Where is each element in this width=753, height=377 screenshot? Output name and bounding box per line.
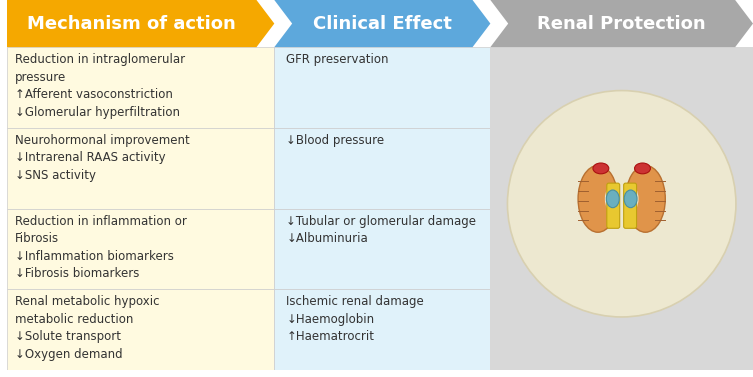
FancyBboxPatch shape [623, 183, 636, 228]
Ellipse shape [624, 190, 637, 208]
Text: ↓Blood pressure: ↓Blood pressure [286, 134, 384, 147]
FancyBboxPatch shape [7, 128, 274, 209]
FancyBboxPatch shape [7, 47, 274, 128]
Polygon shape [490, 0, 753, 47]
Text: ↓Tubular or glomerular damage
↓Albuminuria: ↓Tubular or glomerular damage ↓Albuminur… [286, 215, 476, 245]
Text: GFR preservation: GFR preservation [286, 53, 389, 66]
Text: Mechanism of action: Mechanism of action [27, 15, 236, 32]
Text: Neurohormonal improvement
↓Intrarenal RAAS activity
↓SNS activity: Neurohormonal improvement ↓Intrarenal RA… [14, 134, 190, 182]
FancyBboxPatch shape [7, 209, 274, 290]
Polygon shape [7, 0, 274, 47]
Text: Ischemic renal damage
↓Haemoglobin
↑Haematrocrit: Ischemic renal damage ↓Haemoglobin ↑Haem… [286, 295, 424, 343]
FancyBboxPatch shape [274, 47, 490, 128]
Ellipse shape [605, 185, 620, 213]
Ellipse shape [593, 163, 608, 174]
Circle shape [508, 90, 736, 317]
FancyBboxPatch shape [274, 128, 490, 209]
FancyBboxPatch shape [7, 290, 274, 370]
Ellipse shape [626, 166, 666, 232]
Polygon shape [274, 0, 490, 47]
FancyBboxPatch shape [490, 47, 753, 370]
Ellipse shape [635, 163, 651, 174]
FancyBboxPatch shape [274, 290, 490, 370]
FancyBboxPatch shape [274, 209, 490, 290]
Text: Reduction in inflammation or
Fibrosis
↓Inflammation biomarkers
↓Fibrosis biomark: Reduction in inflammation or Fibrosis ↓I… [14, 215, 187, 280]
Ellipse shape [606, 190, 619, 208]
Text: Renal Protection: Renal Protection [538, 15, 706, 32]
Text: Clinical Effect: Clinical Effect [313, 15, 452, 32]
Text: Renal metabolic hypoxic
metabolic reduction
↓Solute transport
↓Oxygen demand: Renal metabolic hypoxic metabolic reduct… [14, 295, 159, 361]
FancyBboxPatch shape [607, 183, 620, 228]
Text: Reduction in intraglomerular
pressure
↑Afferent vasoconstriction
↓Glomerular hyp: Reduction in intraglomerular pressure ↑A… [14, 53, 184, 118]
Ellipse shape [578, 166, 617, 232]
Ellipse shape [623, 185, 639, 213]
